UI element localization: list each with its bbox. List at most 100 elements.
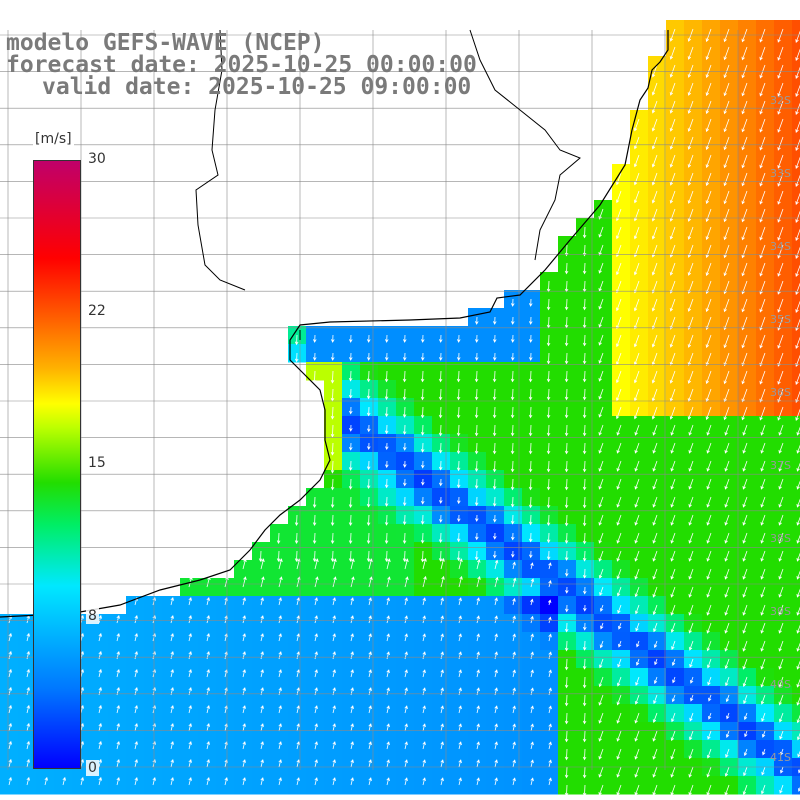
wind-arrow xyxy=(759,262,766,277)
wind-arrow xyxy=(582,748,587,761)
wind-cell xyxy=(234,704,253,723)
wind-arrow xyxy=(260,558,265,570)
wind-arrow xyxy=(510,424,515,437)
wind-cell xyxy=(504,686,523,705)
wind-cell xyxy=(324,722,343,741)
wind-arrow xyxy=(723,226,730,241)
wind-arrow xyxy=(777,334,784,349)
wind-arrow xyxy=(795,372,800,385)
wind-arrow xyxy=(474,460,479,472)
wind-arrow xyxy=(723,46,730,61)
wind-cell xyxy=(324,596,343,615)
wind-arrow xyxy=(476,651,480,660)
wind-arrow xyxy=(759,406,766,421)
wind-arrow xyxy=(242,705,246,714)
wind-arrow xyxy=(741,280,748,295)
wind-arrow xyxy=(582,568,587,579)
wind-arrow xyxy=(742,676,748,687)
latitude-label: 32S xyxy=(770,94,791,107)
wind-cell xyxy=(324,650,343,669)
wind-arrow xyxy=(510,514,515,525)
wind-arrow xyxy=(476,597,480,606)
wind-arrow xyxy=(528,532,533,543)
wind-cell xyxy=(180,740,199,759)
wind-cell xyxy=(432,704,451,723)
wind-arrow xyxy=(705,244,712,259)
wind-arrow xyxy=(705,262,712,277)
wind-arrow xyxy=(599,604,604,612)
wind-arrow xyxy=(170,668,174,678)
wind-cell xyxy=(396,722,415,741)
wind-cell xyxy=(144,722,163,741)
wind-cell xyxy=(792,452,800,471)
wind-arrow xyxy=(634,766,640,778)
wind-cell xyxy=(324,578,343,597)
wind-arrow xyxy=(528,460,533,473)
wind-arrow xyxy=(741,82,748,97)
wind-arrow xyxy=(741,388,748,403)
wind-arrow xyxy=(548,651,552,660)
wind-arrow xyxy=(760,424,766,436)
wind-arrow xyxy=(669,334,676,348)
wind-arrow xyxy=(723,388,730,403)
wind-cell xyxy=(522,686,541,705)
wind-cell xyxy=(540,740,559,759)
wind-arrow xyxy=(134,614,138,624)
wind-arrow xyxy=(616,748,622,760)
wind-arrow xyxy=(546,388,551,401)
wind-arrow xyxy=(652,496,658,508)
wind-arrow xyxy=(456,442,461,455)
wind-arrow xyxy=(598,712,604,724)
wind-arrow xyxy=(438,442,443,454)
wind-cell xyxy=(432,722,451,741)
wind-arrow xyxy=(384,370,389,383)
wind-arrow xyxy=(796,642,800,652)
wind-arrow xyxy=(530,669,534,678)
wind-arrow xyxy=(615,370,622,384)
wind-arrow xyxy=(206,597,210,606)
wind-cell xyxy=(288,578,307,597)
wind-arrow xyxy=(778,550,784,562)
wind-arrow xyxy=(741,190,748,205)
wind-cell xyxy=(378,776,397,795)
wind-arrow xyxy=(403,460,407,468)
wind-arrow xyxy=(314,669,318,678)
wind-arrow xyxy=(582,406,587,419)
wind-arrow xyxy=(546,298,551,311)
wind-arrow xyxy=(582,640,587,651)
wind-arrow xyxy=(278,558,283,570)
wind-arrow xyxy=(652,730,658,742)
wind-arrow xyxy=(188,633,192,642)
wind-arrow xyxy=(404,633,408,642)
wind-arrow xyxy=(386,777,390,786)
wind-arrow xyxy=(206,669,210,678)
wind-cell xyxy=(306,722,325,741)
wind-arrow xyxy=(795,264,800,277)
wind-arrow xyxy=(170,596,174,606)
wind-arrow xyxy=(422,723,426,732)
wind-cell xyxy=(90,650,109,669)
wind-arrow xyxy=(546,460,551,473)
wind-arrow xyxy=(706,604,712,616)
wind-arrow xyxy=(634,568,640,580)
wind-cell xyxy=(90,686,109,705)
wind-arrow xyxy=(530,741,534,750)
wind-arrow xyxy=(332,741,336,750)
wind-arrow xyxy=(386,615,390,624)
wind-arrow xyxy=(690,694,694,702)
wind-cell xyxy=(162,614,181,633)
wind-cell xyxy=(162,722,181,741)
wind-arrow xyxy=(616,784,622,796)
colorbar-tick: 22 xyxy=(86,303,108,319)
wind-cell xyxy=(234,686,253,705)
wind-arrow xyxy=(350,777,354,786)
wind-arrow xyxy=(26,758,31,768)
wind-arrow xyxy=(296,615,300,624)
wind-arrow xyxy=(476,741,480,750)
wind-arrow xyxy=(723,82,730,97)
wind-arrow xyxy=(777,280,784,295)
wind-cell xyxy=(792,146,800,165)
wind-arrow xyxy=(705,334,712,349)
wind-arrow xyxy=(687,352,694,366)
wind-cell xyxy=(414,614,433,633)
